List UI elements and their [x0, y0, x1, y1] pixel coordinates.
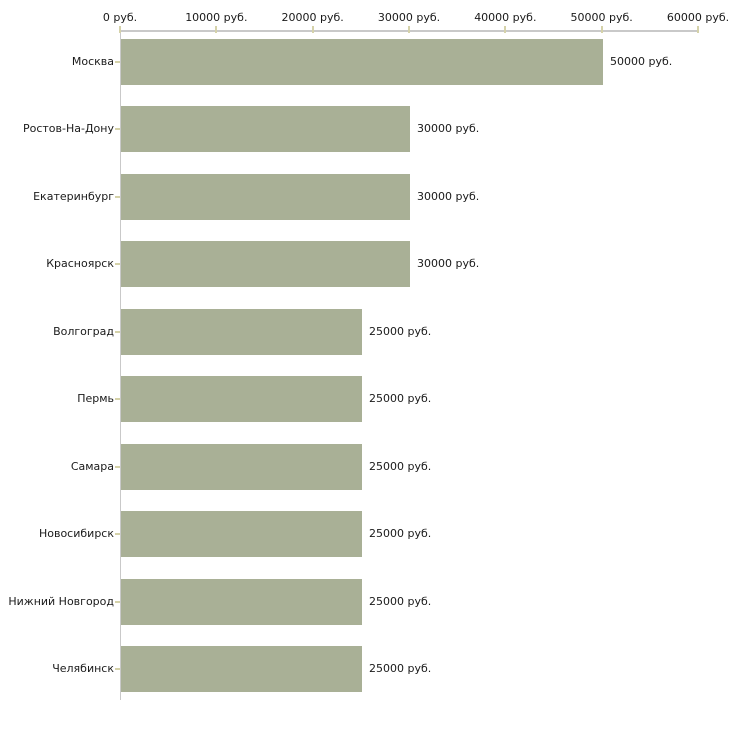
x-axis-tick-mark [600, 26, 603, 33]
category-label: Ростов-На-Дону [22, 122, 114, 135]
x-axis-tick-mark [215, 26, 218, 33]
x-axis-tick-mark [504, 26, 507, 33]
category-tick-mark [115, 398, 120, 400]
x-axis-tick-label: 40000 руб. [474, 11, 537, 24]
category-label: Волгоград [53, 324, 114, 338]
bar [121, 443, 362, 490]
bar [121, 241, 410, 287]
category-tick-mark [115, 533, 120, 535]
category-label: Самара [70, 459, 114, 473]
category-label: Нижний Новгород [8, 594, 114, 608]
category-tick-mark [115, 600, 120, 603]
bar [121, 106, 410, 152]
x-axis-tick-label: 20000 руб. [281, 11, 344, 24]
bar [121, 38, 603, 85]
x-axis-tick-mark [311, 26, 314, 33]
value-label: 25000 руб. [369, 594, 432, 608]
x-axis-tick-label: 0 руб. [102, 11, 138, 24]
category-label: Красноярск [46, 257, 114, 270]
value-label: 25000 руб. [369, 459, 432, 473]
bar [121, 376, 362, 422]
category-tick-mark [115, 465, 120, 468]
bar [121, 173, 410, 220]
value-label: 30000 руб. [417, 257, 480, 270]
value-label: 50000 руб. [610, 54, 673, 68]
bar [121, 578, 362, 625]
value-label: 30000 руб. [417, 189, 480, 203]
category-label: Челябинск [52, 662, 114, 675]
category-tick-mark [115, 128, 120, 130]
category-tick-mark [115, 668, 120, 670]
value-label: 25000 руб. [369, 662, 432, 675]
value-label: 30000 руб. [417, 122, 480, 135]
category-tick-mark [115, 330, 120, 333]
category-tick-mark [115, 60, 120, 63]
x-axis-tick-label: 30000 руб. [377, 11, 441, 24]
x-axis-tick-label: 10000 руб. [185, 11, 248, 24]
bar [121, 511, 362, 557]
x-axis-tick-label: 60000 руб. [666, 11, 730, 24]
x-axis-tick-mark [697, 26, 699, 33]
category-label: Москва [71, 54, 114, 68]
category-label: Новосибирск [38, 527, 114, 540]
x-axis-tick-mark [119, 26, 121, 33]
x-axis-tick-label: 50000 руб. [570, 11, 633, 24]
x-axis-tick-mark [408, 26, 410, 33]
value-label: 25000 руб. [369, 527, 432, 540]
value-label: 25000 руб. [369, 392, 432, 405]
y-axis-line [120, 30, 121, 700]
bar [121, 646, 362, 692]
category-tick-mark [115, 195, 120, 198]
bar [121, 308, 362, 355]
category-tick-mark [115, 263, 120, 265]
category-label: Екатеринбург [33, 189, 114, 203]
category-label: Пермь [77, 392, 114, 405]
value-label: 25000 руб. [369, 324, 432, 338]
